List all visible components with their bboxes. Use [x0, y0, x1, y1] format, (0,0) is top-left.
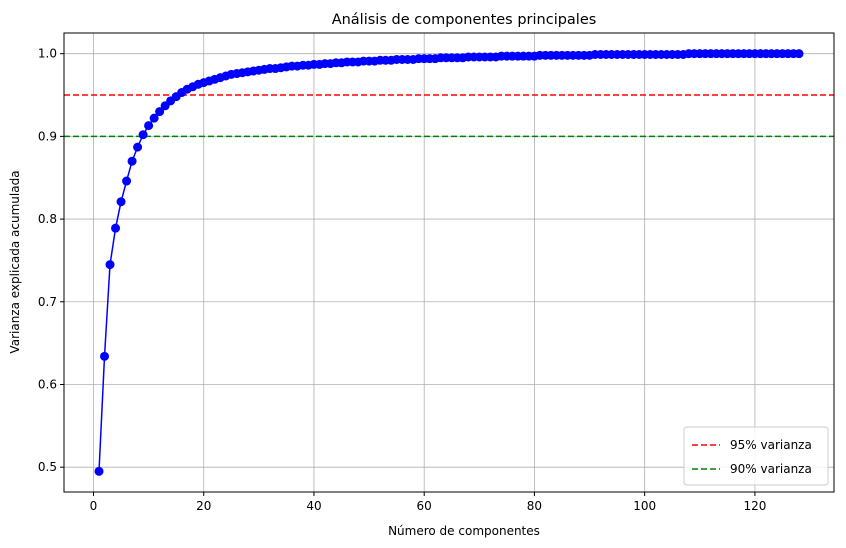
- legend: 95% varianza 90% varianza: [683, 426, 829, 486]
- data-point: [133, 142, 143, 152]
- legend-label: 95% varianza: [730, 438, 812, 452]
- data-point: [94, 466, 104, 476]
- data-point: [149, 113, 159, 123]
- reference-lines: [64, 94, 834, 138]
- chart-title: Análisis de componentes principales: [332, 12, 597, 28]
- series: [94, 49, 804, 476]
- x-tick-label: 40: [306, 499, 321, 513]
- y-tick-label: 0.9: [38, 129, 57, 143]
- data-point: [144, 121, 154, 131]
- data-point: [105, 260, 115, 270]
- data-point: [127, 156, 137, 166]
- data-point: [116, 197, 126, 207]
- x-ticks: 0 20 40 60 80 100 120: [90, 492, 766, 513]
- grid: [64, 33, 834, 492]
- data-point: [155, 107, 165, 117]
- y-tick-label: 0.8: [38, 212, 57, 226]
- axes-frame: [63, 32, 835, 493]
- y-tick-label: 1.0: [38, 47, 57, 61]
- x-tick-label: 20: [196, 499, 211, 513]
- x-tick-label: 60: [417, 499, 432, 513]
- y-tick-label: 0.6: [38, 377, 57, 391]
- x-tick-label: 100: [633, 499, 656, 513]
- x-tick-label: 120: [743, 499, 766, 513]
- x-axis-label: Número de componentes: [388, 524, 540, 538]
- y-ticks: 0.5 0.6 0.7 0.8 0.9 1.0: [38, 47, 64, 474]
- data-point: [111, 223, 121, 233]
- y-tick-label: 0.5: [38, 460, 57, 474]
- data-point: [138, 130, 148, 140]
- data-point: [100, 351, 110, 361]
- plot-frame: [63, 32, 835, 493]
- y-tick-label: 0.7: [38, 295, 57, 309]
- x-tick-label: 0: [90, 499, 98, 513]
- x-tick-label: 80: [527, 499, 542, 513]
- data-point: [794, 49, 804, 59]
- y-axis-label: Varianza explicada acumulada: [8, 170, 22, 353]
- legend-box: [683, 426, 829, 486]
- legend-label: 90% varianza: [730, 462, 812, 476]
- data-point: [122, 176, 132, 186]
